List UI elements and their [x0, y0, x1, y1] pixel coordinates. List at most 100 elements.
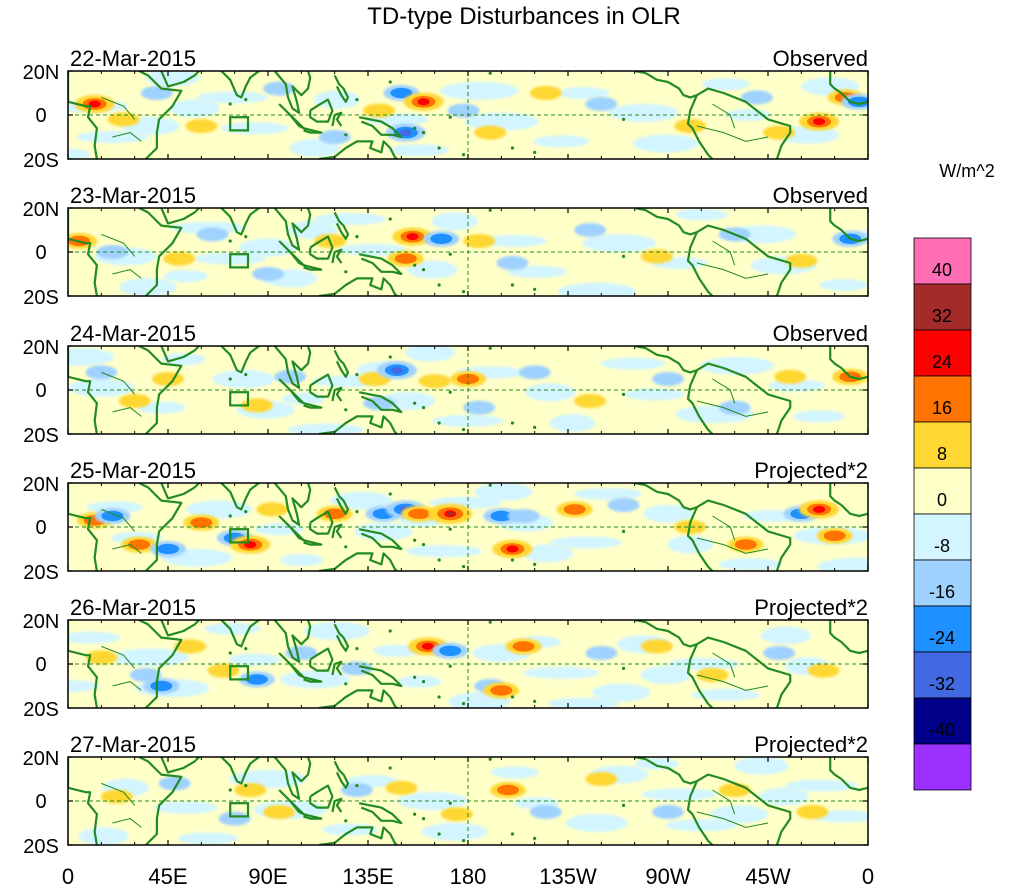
x-tick-label: 135E: [342, 864, 393, 889]
island: [413, 126, 417, 130]
island: [344, 270, 348, 274]
coastline: [686, 780, 714, 845]
anomaly-region-weak: [354, 522, 413, 541]
country-border: [112, 544, 142, 554]
island: [344, 133, 348, 137]
anomaly-blob-core: [150, 680, 173, 692]
anomaly-region-weak: [389, 144, 450, 157]
coastline: [68, 620, 98, 708]
panel: 20N 0 20S 27-Mar-2015 Projected*2: [23, 732, 869, 858]
anomaly-region-weak: [643, 504, 693, 523]
y-tick-label: 0: [35, 380, 46, 402]
anomaly-region-weak: [565, 814, 628, 832]
anomaly-blob: [85, 650, 118, 665]
panel-label: Projected*2: [754, 595, 868, 620]
island: [413, 675, 417, 679]
coastline: [220, 346, 260, 374]
y-tick-label: 20N: [23, 62, 60, 84]
anomaly-region-weak: [691, 688, 760, 701]
anomaly-region-weak: [169, 99, 220, 118]
anomaly-region-weak: [111, 648, 190, 667]
coastline: [333, 486, 350, 515]
island: [621, 803, 626, 808]
island: [510, 421, 515, 425]
coastline: [333, 623, 350, 652]
island: [355, 373, 359, 377]
island: [228, 102, 232, 106]
y-tick-label: 0: [35, 517, 46, 539]
y-tick-label: 0: [35, 791, 46, 813]
country-border: [101, 782, 136, 806]
island: [388, 492, 392, 496]
panel: 20N 0 20S 24-Mar-2015 Observed: [23, 321, 869, 447]
country-border: [112, 132, 142, 142]
island: [533, 150, 537, 154]
anomaly-blob: [574, 394, 607, 408]
island: [621, 666, 626, 671]
island: [533, 836, 537, 841]
coastline: [634, 208, 698, 236]
island: [461, 290, 466, 294]
anomaly-region-weak: [592, 683, 651, 702]
coastline: [160, 483, 200, 500]
anomaly-blob: [285, 646, 318, 660]
anomaly-blob: [263, 805, 296, 819]
anomaly-blob-core: [157, 543, 179, 555]
country-border: [712, 789, 736, 815]
country-border: [101, 371, 136, 395]
coastline: [220, 483, 260, 511]
anomaly-region-weak: [624, 388, 685, 401]
panel: 20N 0 20S 22-Mar-2015 Observed: [23, 46, 869, 172]
coastline: [273, 208, 312, 251]
island: [244, 510, 248, 514]
colorbar-swatch: [913, 467, 972, 515]
anomaly-blob-core: [101, 510, 124, 522]
colorbar-tick-label: -32: [929, 674, 955, 694]
island: [510, 283, 515, 287]
island: [448, 527, 452, 531]
anomaly-region-weak: [68, 378, 135, 397]
x-tick-label: 45W: [745, 864, 790, 889]
island: [510, 558, 515, 562]
country-border: [712, 240, 736, 266]
x-tick-label: 180: [450, 864, 487, 889]
anomaly-blob-core: [823, 530, 846, 541]
island: [244, 784, 248, 788]
y-tick-label: 20S: [23, 425, 59, 447]
colorbar-swatch: [913, 651, 972, 699]
y-tick-label: 0: [35, 242, 46, 264]
x-tick-label: 135W: [539, 864, 597, 889]
colorbar-swatch: [913, 375, 972, 423]
panel-label: Projected*2: [754, 458, 868, 483]
anomaly-region-weak: [525, 383, 576, 402]
coastline: [220, 620, 260, 648]
country-border: [696, 125, 769, 142]
anomaly-blob: [529, 805, 562, 819]
anomaly-blob-peak: [406, 233, 419, 241]
colorbar-swatch: [913, 743, 972, 791]
anomaly-blob: [640, 249, 673, 264]
anomaly-blob: [363, 103, 396, 118]
colorbar-tick-label: 0: [937, 490, 947, 510]
anomaly-region-weak: [785, 779, 858, 792]
island: [244, 235, 248, 239]
anomaly-region-weak: [289, 139, 340, 157]
island: [488, 483, 492, 487]
coastline: [220, 208, 260, 236]
island: [488, 208, 492, 212]
panel-label: Observed: [773, 183, 868, 208]
coastline: [273, 757, 312, 800]
island: [437, 146, 441, 150]
anomaly-region-weak: [557, 282, 636, 296]
panel-label: Observed: [773, 46, 868, 71]
island: [228, 788, 232, 792]
anomaly-region-weak: [817, 557, 868, 571]
coastline: [358, 665, 403, 688]
y-tick-label: 20N: [23, 474, 60, 496]
coastline: [309, 373, 334, 398]
coastline: [138, 620, 183, 708]
anomaly-blob: [529, 86, 562, 100]
coastline: [273, 71, 312, 114]
anomaly-blob-max: [446, 511, 454, 516]
y-tick-label: 0: [35, 654, 46, 676]
